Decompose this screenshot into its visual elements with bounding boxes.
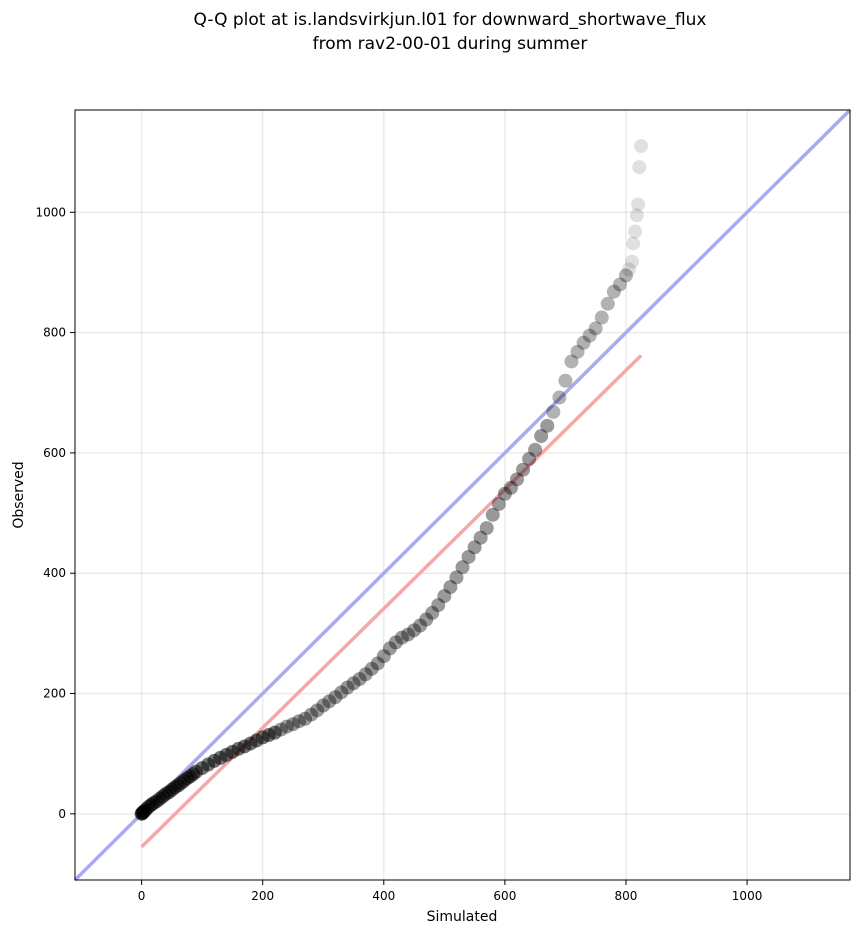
data-point (473, 530, 488, 545)
data-point (576, 335, 591, 350)
data-point (629, 208, 644, 223)
data-point (528, 442, 543, 457)
data-point (431, 598, 446, 613)
y-axis-label: Observed (11, 461, 27, 528)
data-point (292, 714, 307, 729)
data-point (626, 236, 641, 251)
data-point (267, 725, 282, 740)
data-points (134, 139, 649, 821)
data-point (322, 694, 337, 709)
data-point (461, 549, 476, 564)
y-tick-label: 200 (43, 687, 66, 701)
data-point (279, 719, 294, 734)
y-tick-label: 400 (43, 566, 66, 580)
y-tick-label: 800 (43, 326, 66, 340)
data-point (628, 224, 643, 239)
data-point (634, 139, 649, 154)
data-point (467, 540, 482, 555)
data-point (503, 480, 518, 495)
plot-area (73, 108, 852, 882)
data-point (298, 711, 313, 726)
data-point (352, 672, 367, 687)
data-point (606, 284, 621, 299)
x-tick-label: 200 (251, 889, 274, 903)
data-point (600, 296, 615, 311)
data-point (632, 160, 647, 175)
x-tick-label: 600 (493, 889, 516, 903)
y-tick-label: 1000 (35, 205, 66, 219)
data-point (558, 373, 573, 388)
data-point (340, 680, 355, 695)
data-point (522, 451, 537, 466)
chart-title-line-1: Q-Q plot at is.landsvirkjun.l01 for down… (194, 10, 707, 30)
grid (75, 110, 850, 880)
data-point (588, 321, 603, 336)
data-point (540, 418, 555, 433)
plot-frame (74, 109, 851, 881)
data-point (612, 277, 627, 292)
data-point (401, 627, 416, 642)
data-point (622, 262, 637, 277)
x-axis: 0 200 400 600 800 1000 (138, 880, 763, 903)
data-point (370, 656, 385, 671)
reference-lines (73, 108, 852, 882)
x-tick-label: 800 (615, 889, 638, 903)
data-point (618, 268, 633, 283)
data-point (419, 612, 434, 627)
data-point (485, 507, 500, 522)
data-point (437, 589, 452, 604)
data-point (479, 521, 494, 536)
data-point (334, 685, 349, 700)
x-tick-label: 400 (372, 889, 395, 903)
data-point (546, 404, 561, 419)
data-point (358, 667, 373, 682)
fit-line (140, 354, 643, 849)
data-point (552, 390, 567, 405)
data-point (449, 570, 464, 585)
y-tick-label: 600 (43, 446, 66, 460)
data-point (631, 197, 646, 212)
y-tick-label: 0 (58, 807, 66, 821)
x-tick-label: 0 (138, 889, 146, 903)
data-point (273, 722, 288, 737)
data-point (443, 580, 458, 595)
data-point (570, 344, 585, 359)
data-point (328, 690, 343, 705)
identity-line (73, 108, 852, 882)
data-point (285, 717, 300, 732)
chart-title-line-2: from rav2-00-01 during summer (313, 34, 588, 54)
data-point (394, 630, 409, 645)
data-point (346, 676, 361, 691)
data-point (304, 707, 319, 722)
data-point (582, 328, 597, 343)
data-point (376, 649, 391, 664)
data-point (564, 354, 579, 369)
data-point (455, 560, 470, 575)
data-point (316, 698, 331, 713)
data-point (534, 429, 549, 444)
data-point (625, 254, 640, 269)
x-tick-label: 1000 (732, 889, 763, 903)
data-point (364, 661, 379, 676)
data-point (497, 486, 512, 501)
data-point (425, 605, 440, 620)
data-point (407, 623, 422, 638)
data-point (594, 310, 609, 325)
data-point (509, 472, 524, 487)
y-axis: 0 200 400 600 800 1000 (35, 205, 75, 821)
data-point (310, 703, 325, 718)
data-point (516, 462, 531, 477)
data-point (491, 497, 506, 512)
x-axis-label: Simulated (427, 909, 498, 925)
data-point (388, 635, 403, 650)
data-point (413, 618, 428, 633)
data-point (382, 641, 397, 656)
